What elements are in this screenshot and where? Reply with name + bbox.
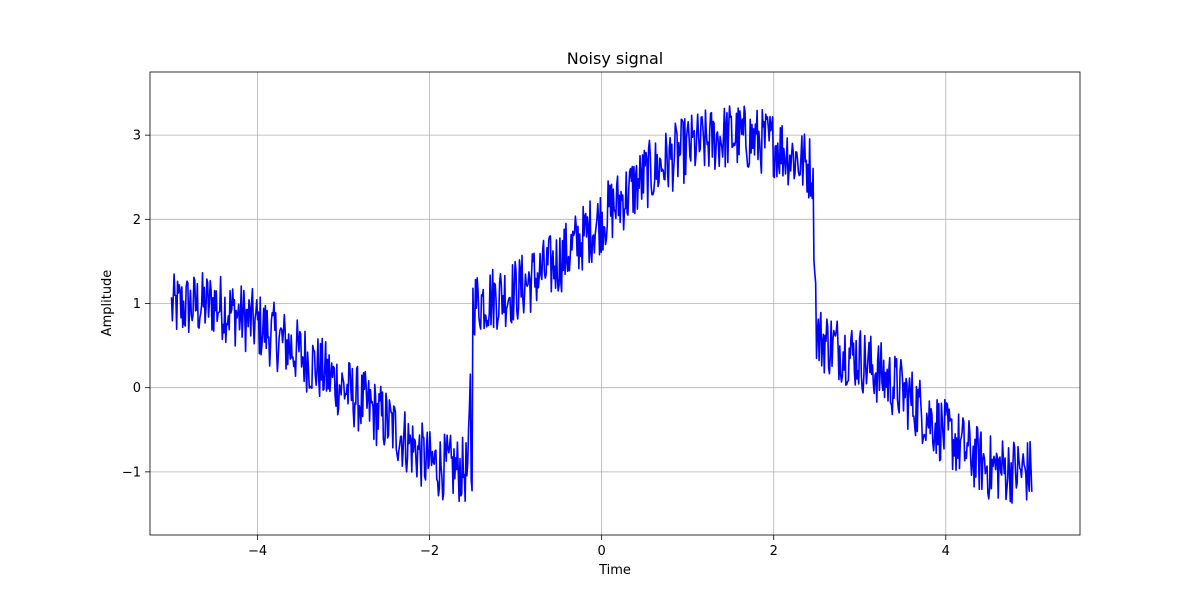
y-tick-label: 3 <box>133 129 141 144</box>
y-tick-label: −1 <box>122 465 141 480</box>
x-tick-label: 4 <box>942 544 950 559</box>
y-tick-label: 0 <box>133 381 141 396</box>
ticks-layer: −4 −2 0 2 4 −1 0 1 2 3 <box>122 129 950 559</box>
y-axis-label: Amplitude <box>100 270 115 337</box>
chart-title: Noisy signal <box>567 49 663 68</box>
y-tick-label: 1 <box>133 297 141 312</box>
y-tick-label: 2 <box>133 213 141 228</box>
x-tick-label: −2 <box>420 544 439 559</box>
x-axis-label: Time <box>598 563 631 578</box>
x-tick-label: −4 <box>248 544 267 559</box>
grid-layer <box>150 72 1080 535</box>
series-layer <box>170 105 1033 504</box>
x-tick-label: 0 <box>598 544 606 559</box>
series-line <box>170 105 1033 504</box>
x-tick-label: 2 <box>770 544 778 559</box>
